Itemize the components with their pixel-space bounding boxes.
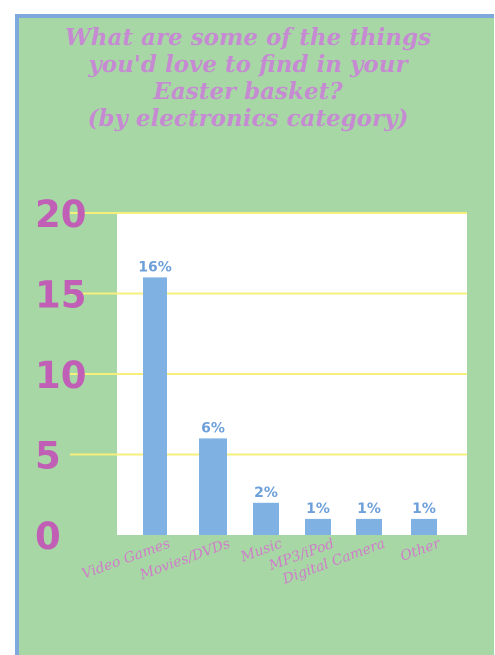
grid-lines bbox=[70, 212, 467, 456]
data-label: 16% bbox=[138, 259, 172, 275]
y-axis-ticks: 0 5 10 15 20 bbox=[35, 193, 87, 558]
bar bbox=[411, 518, 437, 535]
chart-title-line-3: Easter basket? bbox=[153, 78, 343, 105]
data-label: 2% bbox=[254, 485, 278, 501]
bar bbox=[305, 518, 331, 535]
chart-title-line-4: (by electronics category) bbox=[87, 105, 409, 132]
bar bbox=[356, 518, 382, 535]
y-tick-label: 15 bbox=[35, 274, 87, 317]
y-tick-label: 0 bbox=[35, 515, 61, 558]
bars bbox=[143, 277, 437, 535]
chart-title: What are some of the things you'd love t… bbox=[28, 24, 468, 132]
data-labels: 16% 6% 2% 1% 1% 1% bbox=[138, 259, 436, 517]
y-tick-label: 10 bbox=[35, 354, 87, 397]
bar bbox=[143, 277, 167, 535]
y-tick-label: 20 bbox=[35, 193, 87, 236]
chart-title-line-1: What are some of the things bbox=[64, 24, 432, 51]
bar bbox=[253, 502, 279, 535]
bar bbox=[199, 438, 227, 535]
x-tick-label: Other bbox=[398, 535, 443, 565]
data-label: 1% bbox=[357, 501, 381, 517]
y-tick-label: 5 bbox=[35, 435, 61, 478]
chart-title-line-2: you'd love to find in your bbox=[88, 51, 408, 78]
data-label: 1% bbox=[412, 501, 436, 517]
data-label: 1% bbox=[306, 501, 330, 517]
data-label: 6% bbox=[201, 420, 225, 436]
